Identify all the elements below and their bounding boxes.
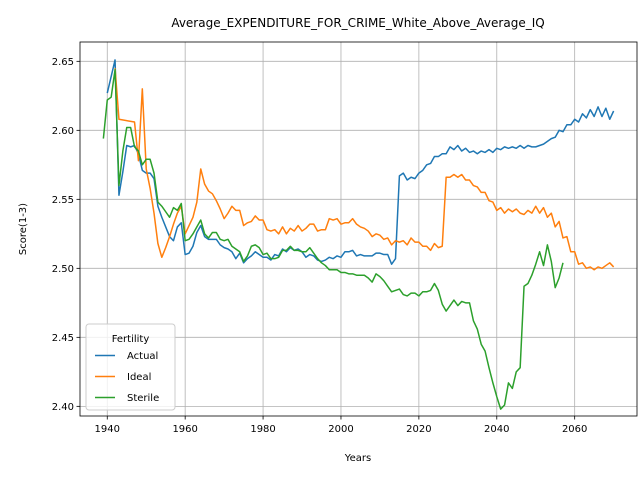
y-tick-label: 2.65 [52,57,74,68]
x-tick-label: 1940 [95,424,120,435]
series-line-sterile [102,68,564,410]
y-axis: 2.40 2.45 2.50 2.55 2.60 2.65 [52,57,80,413]
legend-label-sterile: Sterile [127,393,159,404]
x-tick-label: 2060 [562,424,587,435]
plot-frame [79,41,638,417]
x-axis: 1940 1960 1980 2000 2020 2040 2060 [95,416,587,435]
x-axis-label: Years [344,453,371,464]
y-tick-label: 2.60 [52,126,74,137]
series-line-ideal [114,68,615,271]
series-lines [102,59,615,410]
x-tick-label: 1980 [250,424,275,435]
x-tick-label: 1960 [172,424,197,435]
x-tick-label: 2000 [328,424,353,435]
legend-label-ideal: Ideal [127,372,151,383]
legend-box [85,323,176,411]
y-tick-label: 2.50 [52,264,74,275]
y-axis-label: Score(1-3) [18,203,29,255]
legend: Fertility Actual Ideal Sterile [85,323,176,411]
legend-label-actual: Actual [127,351,158,362]
x-tick-label: 2020 [406,424,431,435]
legend-title: Fertility [112,334,150,345]
y-tick-label: 2.55 [52,195,74,206]
chart-title: Average_EXPENDITURE_FOR_CRIME_White_Abov… [171,16,544,30]
x-tick-label: 2040 [484,424,509,435]
y-tick-label: 2.45 [52,333,74,344]
y-tick-label: 2.40 [52,402,74,413]
series-line-actual [106,59,615,265]
